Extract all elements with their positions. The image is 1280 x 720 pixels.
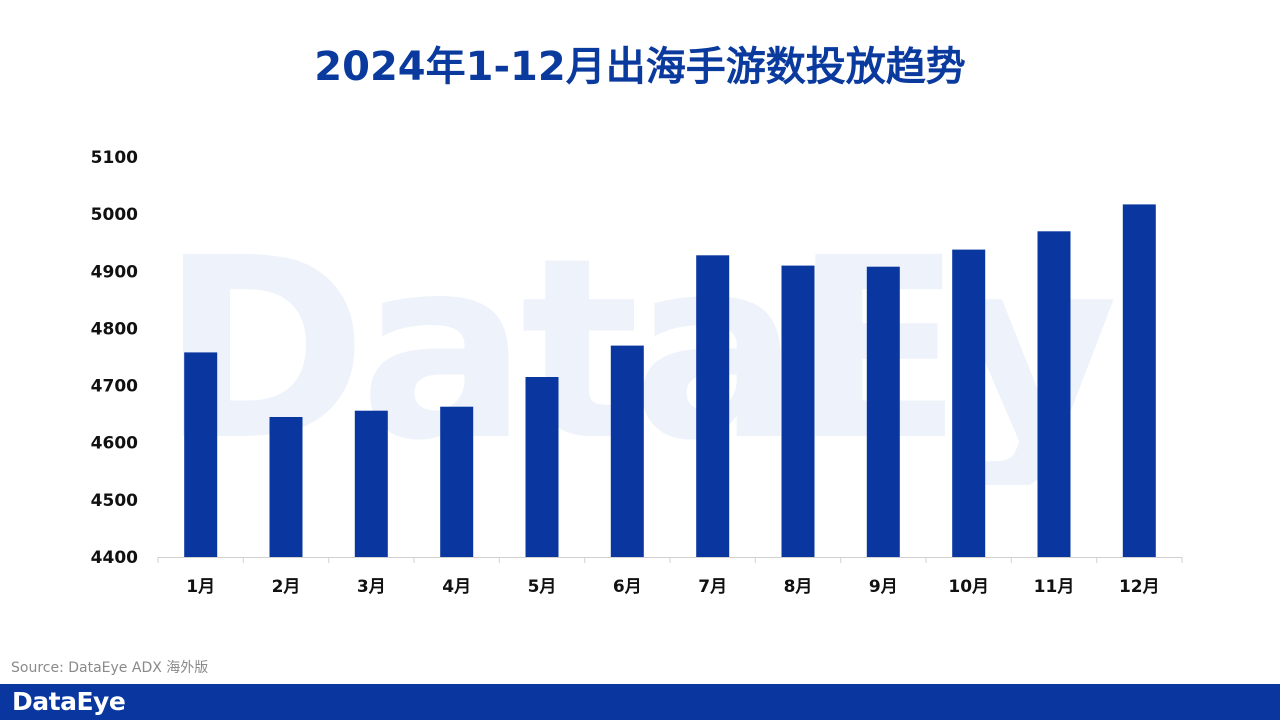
- x-tick-label: 5月: [528, 577, 557, 597]
- bar: [525, 377, 559, 557]
- y-tick-label: 4700: [91, 377, 138, 397]
- bar: [696, 255, 730, 558]
- footer-logo: DataEye: [12, 687, 126, 716]
- x-tick-label: 4月: [442, 577, 471, 597]
- chart-title: 2024年1-12月出海手游数投放趋势: [314, 44, 966, 90]
- y-tick-label: 4800: [91, 319, 138, 339]
- bar: [354, 410, 388, 557]
- bar: [781, 265, 815, 557]
- x-tick-label: 8月: [784, 577, 813, 597]
- y-tick-label: 4400: [91, 548, 138, 568]
- x-tick-label: 7月: [698, 577, 727, 597]
- bar: [269, 417, 303, 557]
- x-axis: 1月 2月 3月 4月 5月 6月 7月 8月 9月 10月 11月 12月: [157, 557, 1183, 597]
- bar: [1037, 231, 1071, 558]
- y-tick-label: 5000: [91, 205, 138, 225]
- bar: [1122, 204, 1156, 557]
- bar: [184, 352, 218, 557]
- bar-series: [184, 204, 1156, 558]
- footer-bar: DataEye: [0, 684, 1280, 720]
- bar: [610, 345, 644, 557]
- x-tick-label: 9月: [869, 577, 898, 597]
- x-tick-label: 12月: [1119, 577, 1160, 597]
- x-tick-label: 1月: [186, 577, 215, 597]
- source-note: Source: DataEye ADX 海外版: [11, 660, 209, 676]
- y-tick-label: 4500: [91, 491, 138, 511]
- x-tick-label: 6月: [613, 577, 642, 597]
- y-tick-label: 4900: [91, 262, 138, 282]
- x-tick-label: 3月: [357, 577, 386, 597]
- bar: [866, 266, 900, 557]
- x-tick-label: 2月: [272, 577, 301, 597]
- y-axis: 4400 4500 4600 4700 4800 4900 5000 5100: [91, 148, 138, 568]
- x-tick-label: 10月: [948, 577, 989, 597]
- bar: [952, 249, 986, 557]
- x-tick-label: 11月: [1034, 577, 1075, 597]
- bar: [440, 406, 474, 557]
- y-tick-label: 4600: [91, 434, 138, 454]
- y-tick-label: 5100: [91, 148, 138, 168]
